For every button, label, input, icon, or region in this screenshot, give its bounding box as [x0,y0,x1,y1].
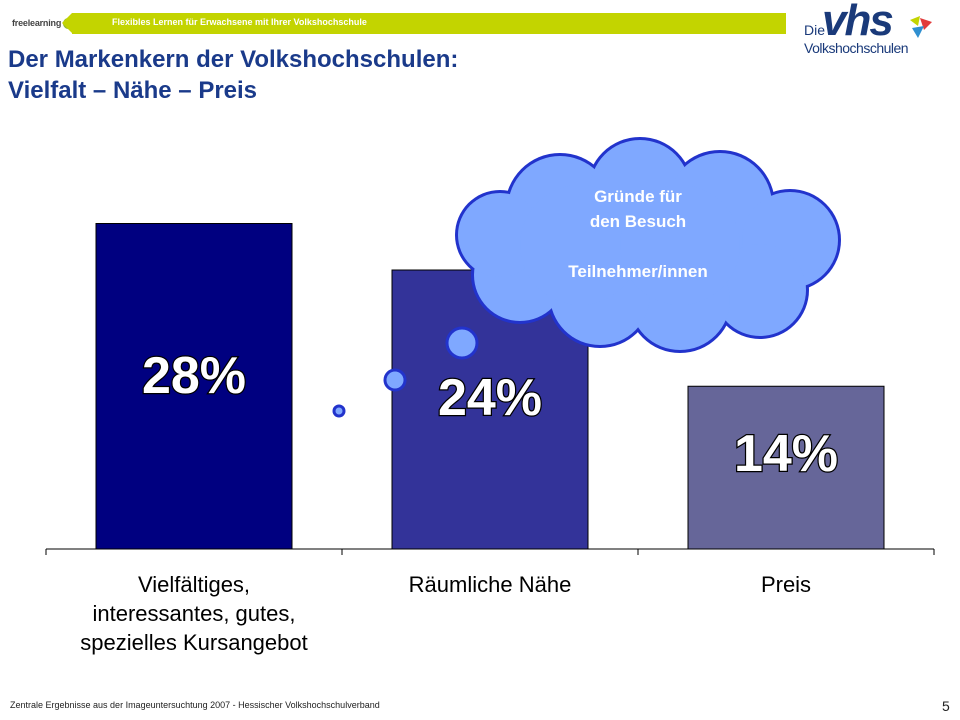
data-label: 28% [142,347,246,405]
x-tick-label: Preis [761,572,811,597]
title-line-1: Der Markenkern der Volkshochschulen: [8,46,459,73]
cloud-fill [458,193,542,277]
data-label: 14% [734,425,838,483]
cloud-bubble [445,326,479,360]
cloud-fill [620,185,740,305]
bar [95,223,293,550]
vhs-logo-vhs: vhs [822,0,894,45]
freelearning-logo-text: freelearning [12,18,62,28]
cloud-bubble [332,404,346,418]
thought-cloud [455,137,841,353]
x-tick-label: interessantes, gutes, [92,601,295,626]
cloud-fill [520,185,640,305]
tagline-band: Flexibles Lernen für Erwachsene mit Ihre… [62,13,786,34]
vhs-logo-decoration [910,16,932,38]
cloud-line-3: Teilnehmer/innen [568,262,708,281]
page-number: 5 [942,698,950,714]
vhs-logo-die: Die [804,22,826,38]
source-note: Zentrale Ergebnisse aus der Imageuntersu… [10,700,380,710]
cloud-fill [714,244,806,336]
band-arrow [62,13,72,33]
title-line-2: Vielfalt – Nähe – Preis [8,77,258,104]
cloud-line-1: Gründe für [594,187,682,206]
cloud-spacer [528,234,748,259]
x-tick-label: Räumliche Nähe [409,572,572,597]
header-bar: freelearning vhs Flexibles Lernen für Er… [0,0,960,44]
x-tick-label: Vielfältiges, [138,572,250,597]
cloud-bubble [383,368,407,392]
bar [687,385,885,550]
vhs-logo-name: Volkshochschulen [804,40,909,56]
data-label: 24% [438,369,542,427]
vhs-logo: Die vhs Volkshochschulen [800,0,940,56]
page-title: Der Markenkern der Volkshochschulen: Vie… [8,44,458,106]
x-tick-label: spezielles Kursangebot [80,630,307,655]
tagline: Flexibles Lernen für Erwachsene mit Ihre… [112,17,367,27]
cloud-line-2: den Besuch [589,212,687,231]
cloud-text: Gründe für den Besuch Teilnehmer/innen [528,184,748,284]
